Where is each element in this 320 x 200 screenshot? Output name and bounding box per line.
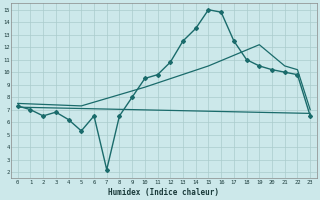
X-axis label: Humidex (Indice chaleur): Humidex (Indice chaleur): [108, 188, 220, 197]
